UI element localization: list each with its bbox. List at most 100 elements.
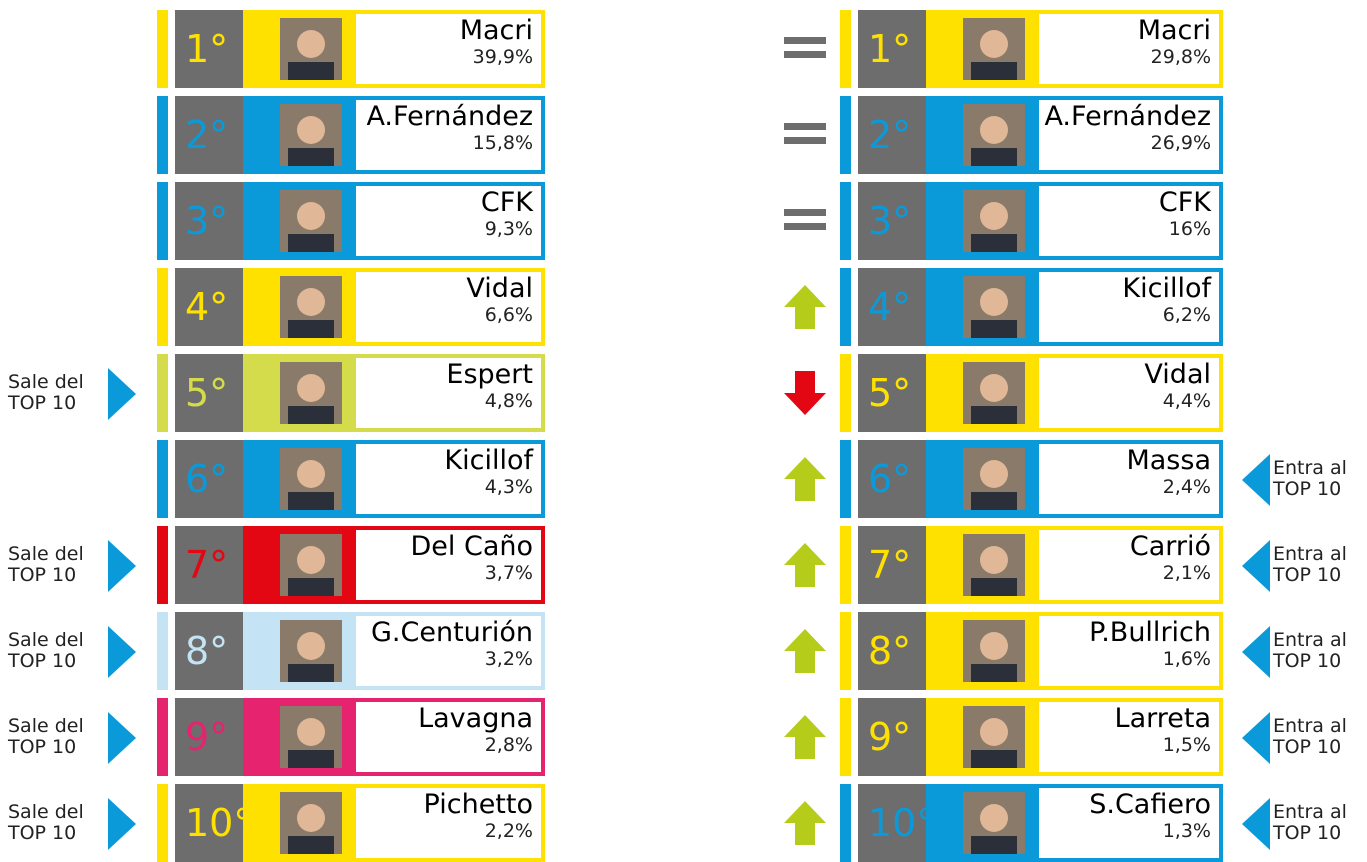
photo — [280, 706, 342, 768]
photo — [963, 706, 1025, 768]
trend-icon — [784, 801, 826, 845]
percentage: 2,1% — [1039, 562, 1211, 584]
candidate-name: P.Bullrich — [1039, 618, 1211, 648]
candidate-name: CFK — [356, 188, 533, 218]
rank: 6° — [175, 440, 243, 518]
photo — [280, 104, 342, 166]
trend-icon — [784, 199, 826, 243]
candidate-name: Macri — [356, 16, 533, 46]
color-stripe — [157, 10, 168, 88]
color-stripe — [157, 182, 168, 260]
color-stripe — [840, 526, 851, 604]
rank: 4° — [858, 268, 926, 346]
percentage: 26,9% — [1039, 132, 1211, 154]
percentage: 6,2% — [1039, 304, 1211, 326]
note: Sale del TOP 10 — [8, 802, 98, 844]
rank: 2° — [858, 96, 926, 174]
color-stripe — [840, 612, 851, 690]
percentage: 2,8% — [356, 734, 533, 756]
photo — [963, 18, 1025, 80]
percentage: 39,9% — [356, 46, 533, 68]
note-arrow — [108, 798, 136, 850]
percentage: 4,3% — [356, 476, 533, 498]
percentage: 3,7% — [356, 562, 533, 584]
photo — [280, 620, 342, 682]
note: Entra al TOP 10 — [1273, 802, 1363, 844]
percentage: 1,5% — [1039, 734, 1211, 756]
photo — [963, 276, 1025, 338]
percentage: 4,4% — [1039, 390, 1211, 412]
photo — [963, 104, 1025, 166]
note-arrow — [108, 368, 136, 420]
rank: 1° — [858, 10, 926, 88]
color-stripe — [157, 612, 168, 690]
rank: 2° — [175, 96, 243, 174]
color-stripe — [840, 784, 851, 862]
note-arrow — [1242, 454, 1270, 506]
photo — [280, 18, 342, 80]
trend-icon — [784, 715, 826, 759]
percentage: 4,8% — [356, 390, 533, 412]
candidate-name: Del Caño — [356, 532, 533, 562]
rank: 7° — [858, 526, 926, 604]
candidate-name: Lavagna — [356, 704, 533, 734]
rank: 5° — [858, 354, 926, 432]
candidate-name: G.Centurión — [356, 618, 533, 648]
color-stripe — [157, 96, 168, 174]
rank: 6° — [858, 440, 926, 518]
percentage: 15,8% — [356, 132, 533, 154]
candidate-name: Massa — [1039, 446, 1211, 476]
candidate-name: Carrió — [1039, 532, 1211, 562]
percentage: 29,8% — [1039, 46, 1211, 68]
photo — [963, 792, 1025, 854]
percentage: 1,3% — [1039, 820, 1211, 842]
percentage: 6,6% — [356, 304, 533, 326]
trend-icon — [784, 27, 826, 71]
candidate-name: Kicillof — [1039, 274, 1211, 304]
note-arrow — [108, 712, 136, 764]
percentage: 2,4% — [1039, 476, 1211, 498]
note: Entra al TOP 10 — [1273, 544, 1363, 586]
photo — [280, 362, 342, 424]
trend-icon — [784, 457, 826, 501]
photo — [963, 534, 1025, 596]
candidate-name: S.Cafiero — [1039, 790, 1211, 820]
color-stripe — [840, 698, 851, 776]
photo — [280, 276, 342, 338]
note: Sale del TOP 10 — [8, 544, 98, 586]
note: Entra al TOP 10 — [1273, 716, 1363, 758]
rank: 10° — [858, 784, 926, 862]
percentage: 3,2% — [356, 648, 533, 670]
photo — [280, 534, 342, 596]
candidate-name: Vidal — [1039, 360, 1211, 390]
rank: 3° — [858, 182, 926, 260]
candidate-name: CFK — [1039, 188, 1211, 218]
note-arrow — [108, 540, 136, 592]
note-arrow — [1242, 626, 1270, 678]
photo — [280, 448, 342, 510]
candidate-name: Macri — [1039, 16, 1211, 46]
photo — [963, 362, 1025, 424]
rank: 8° — [175, 612, 243, 690]
note-arrow — [108, 626, 136, 678]
candidate-name: Pichetto — [356, 790, 533, 820]
rank: 1° — [175, 10, 243, 88]
candidate-name: Larreta — [1039, 704, 1211, 734]
rank: 7° — [175, 526, 243, 604]
note: Entra al TOP 10 — [1273, 458, 1363, 500]
color-stripe — [840, 440, 851, 518]
photo — [963, 620, 1025, 682]
